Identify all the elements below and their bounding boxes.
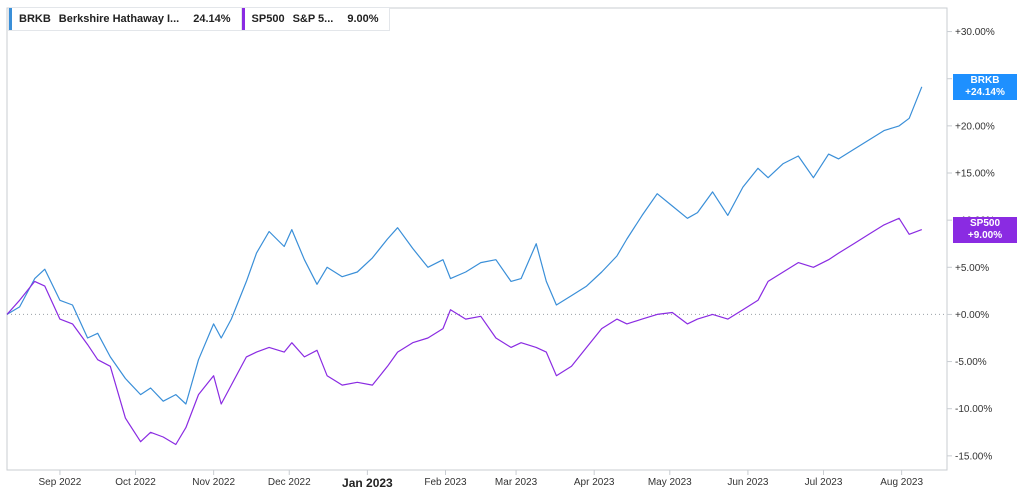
- legend-symbol: BRKB: [19, 13, 51, 25]
- legend-value: 24.14%: [193, 13, 231, 25]
- y-tick-label: +20.00%: [955, 121, 995, 132]
- legend-swatch-sp500: [241, 8, 245, 30]
- y-tick-label: -10.00%: [955, 404, 992, 415]
- x-tick-label: Jul 2023: [805, 477, 843, 488]
- x-tick-label: May 2023: [648, 477, 692, 488]
- series-line-brkb: [6, 86, 923, 405]
- last-value-tag-brkb: BRKB +24.14%: [953, 74, 1017, 100]
- x-tick-label: Feb 2023: [424, 477, 467, 488]
- x-tick-label: Jun 2023: [727, 477, 769, 488]
- y-tick-label: +30.00%: [955, 27, 995, 38]
- legend-item-brkb[interactable]: BRKB Berkshire Hathaway I... 24.14%: [9, 8, 241, 30]
- legend-value: 9.00%: [347, 13, 379, 25]
- x-tick-label: Oct 2022: [115, 477, 156, 488]
- y-tick-label: -5.00%: [955, 357, 987, 368]
- tag-symbol: BRKB: [970, 75, 1000, 86]
- x-tick-label: Mar 2023: [495, 477, 538, 488]
- series-line-sp500: [6, 217, 923, 446]
- tag-value: +24.14%: [965, 87, 1005, 98]
- tag-value: +9.00%: [967, 230, 1003, 241]
- legend: BRKB Berkshire Hathaway I... 24.14% SP50…: [8, 7, 390, 31]
- x-tick-label: Sep 2022: [39, 477, 82, 488]
- legend-item-sp500[interactable]: SP500 S&P 5... 9.00%: [240, 8, 389, 30]
- x-tick-label: Jan 2023: [342, 476, 393, 490]
- x-tick-label: Dec 2022: [268, 477, 311, 488]
- legend-swatch-brkb: [9, 8, 12, 30]
- legend-symbol: SP500: [251, 13, 285, 25]
- x-tick-label: Apr 2023: [574, 477, 615, 488]
- x-tick-label: Aug 2023: [880, 477, 923, 488]
- y-tick-label: +0.00%: [955, 310, 989, 321]
- legend-name: S&P 5...: [292, 13, 334, 25]
- x-tick-label: Nov 2022: [192, 477, 235, 488]
- plot-frame: [6, 7, 948, 471]
- y-tick-label: +15.00%: [955, 169, 995, 180]
- y-tick-label: +5.00%: [955, 263, 989, 274]
- tag-symbol: SP500: [969, 218, 1001, 229]
- last-value-tag-sp500: SP500 +9.00%: [953, 217, 1017, 243]
- y-tick-label: -15.00%: [955, 451, 992, 462]
- legend-name: Berkshire Hathaway I...: [58, 13, 180, 25]
